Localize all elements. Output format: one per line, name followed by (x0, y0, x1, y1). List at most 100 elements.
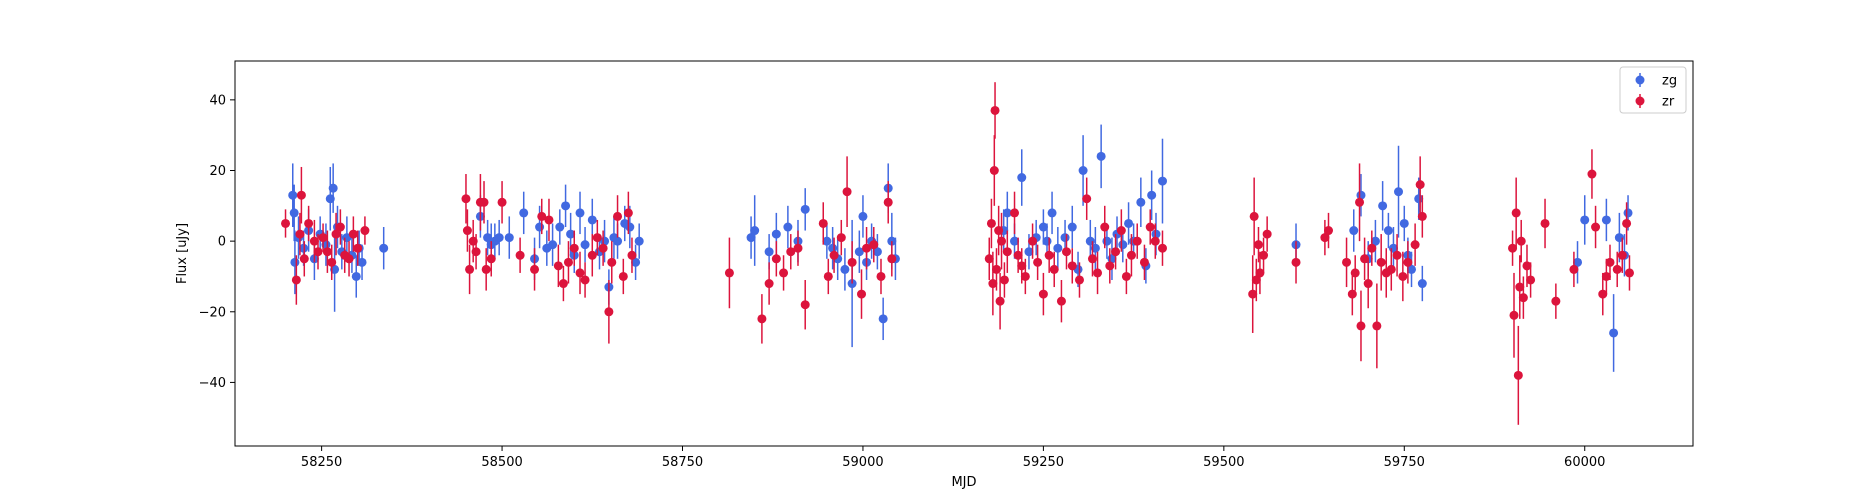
x-tick-label: 59750 (1384, 455, 1425, 470)
data-point (842, 187, 852, 197)
data-point (997, 236, 1007, 246)
data-point (1511, 208, 1521, 218)
data-point (1383, 226, 1393, 236)
data-point (1386, 264, 1396, 274)
data-point (1324, 226, 1333, 236)
data-point (1513, 370, 1523, 380)
data-point (724, 268, 734, 278)
x-tick-label: 58250 (301, 455, 342, 470)
data-point (1093, 268, 1103, 278)
data-point (779, 268, 789, 278)
series-layer (281, 82, 1634, 425)
data-point (999, 275, 1009, 285)
data-point (587, 250, 597, 260)
data-point (1356, 190, 1366, 200)
data-point (1342, 257, 1352, 267)
data-point (1010, 208, 1020, 218)
data-point (887, 254, 897, 264)
data-point (461, 194, 471, 204)
data-point (555, 222, 565, 232)
data-point (1515, 282, 1525, 292)
data-point (1017, 173, 1027, 183)
data-point (327, 257, 337, 267)
data-point (353, 243, 363, 253)
data-point (1291, 257, 1301, 267)
data-point (322, 247, 332, 257)
data-point (348, 229, 358, 239)
data-point (1598, 289, 1608, 299)
data-point (331, 229, 341, 239)
data-point (627, 250, 637, 260)
data-point (544, 215, 554, 225)
data-point (1601, 271, 1611, 281)
data-point (840, 264, 850, 274)
data-point (558, 279, 568, 289)
data-point (290, 257, 300, 267)
legend-item-zg: zg (1635, 73, 1677, 89)
data-point (800, 204, 810, 214)
data-point (800, 300, 810, 310)
data-point (537, 211, 547, 221)
data-point (1623, 208, 1633, 218)
data-point (481, 264, 491, 274)
data-point (1102, 236, 1112, 246)
data-point (548, 240, 558, 250)
data-point (1033, 257, 1043, 267)
data-point (1363, 279, 1373, 289)
data-point (1609, 328, 1619, 338)
data-point (1056, 296, 1066, 306)
data-point (515, 250, 525, 260)
data-point (872, 247, 882, 257)
data-point (1569, 264, 1579, 274)
data-point (1017, 261, 1027, 271)
x-axis: 58250 58500 58750 59000 59250 59500 59750 60000 (301, 446, 1605, 470)
data-point (1259, 250, 1269, 260)
data-point (836, 233, 846, 243)
data-point (1067, 261, 1077, 271)
data-point (829, 250, 839, 260)
data-point (984, 254, 994, 264)
data-point (569, 243, 579, 253)
data-point (1248, 289, 1258, 299)
data-point (1157, 176, 1167, 186)
data-point (1410, 240, 1420, 250)
data-point (1111, 247, 1121, 257)
data-point (618, 271, 628, 281)
data-point (823, 271, 833, 281)
x-tick-label: 59000 (842, 455, 883, 470)
data-point (988, 279, 998, 289)
data-point (876, 271, 886, 281)
y-tick-label: −20 (199, 305, 226, 320)
data-point (1417, 279, 1427, 289)
data-point (631, 257, 641, 267)
data-point (1407, 264, 1417, 274)
data-point (580, 275, 590, 285)
data-point (1605, 257, 1615, 267)
data-point (1010, 236, 1020, 246)
data-point (634, 236, 644, 246)
data-point (1394, 187, 1404, 197)
data-point (1415, 180, 1425, 190)
data-point (878, 314, 888, 324)
data-point (1622, 218, 1632, 228)
data-point (623, 208, 633, 218)
data-point (318, 233, 328, 243)
data-point (1067, 222, 1077, 232)
data-point (1376, 257, 1386, 267)
data-point (535, 222, 545, 232)
data-point (296, 190, 306, 200)
data-point (1147, 190, 1157, 200)
data-point (1116, 226, 1126, 236)
data-point (1044, 250, 1054, 260)
data-point (291, 275, 301, 285)
x-tick-label: 59250 (1023, 455, 1064, 470)
data-point (289, 208, 299, 218)
y-tick-label: 20 (209, 164, 226, 179)
data-point (553, 261, 563, 271)
data-point (483, 233, 493, 243)
series-zr (281, 82, 1634, 425)
data-point (1028, 236, 1038, 246)
data-point (587, 215, 597, 225)
data-point (497, 197, 507, 207)
data-point (1262, 229, 1272, 239)
